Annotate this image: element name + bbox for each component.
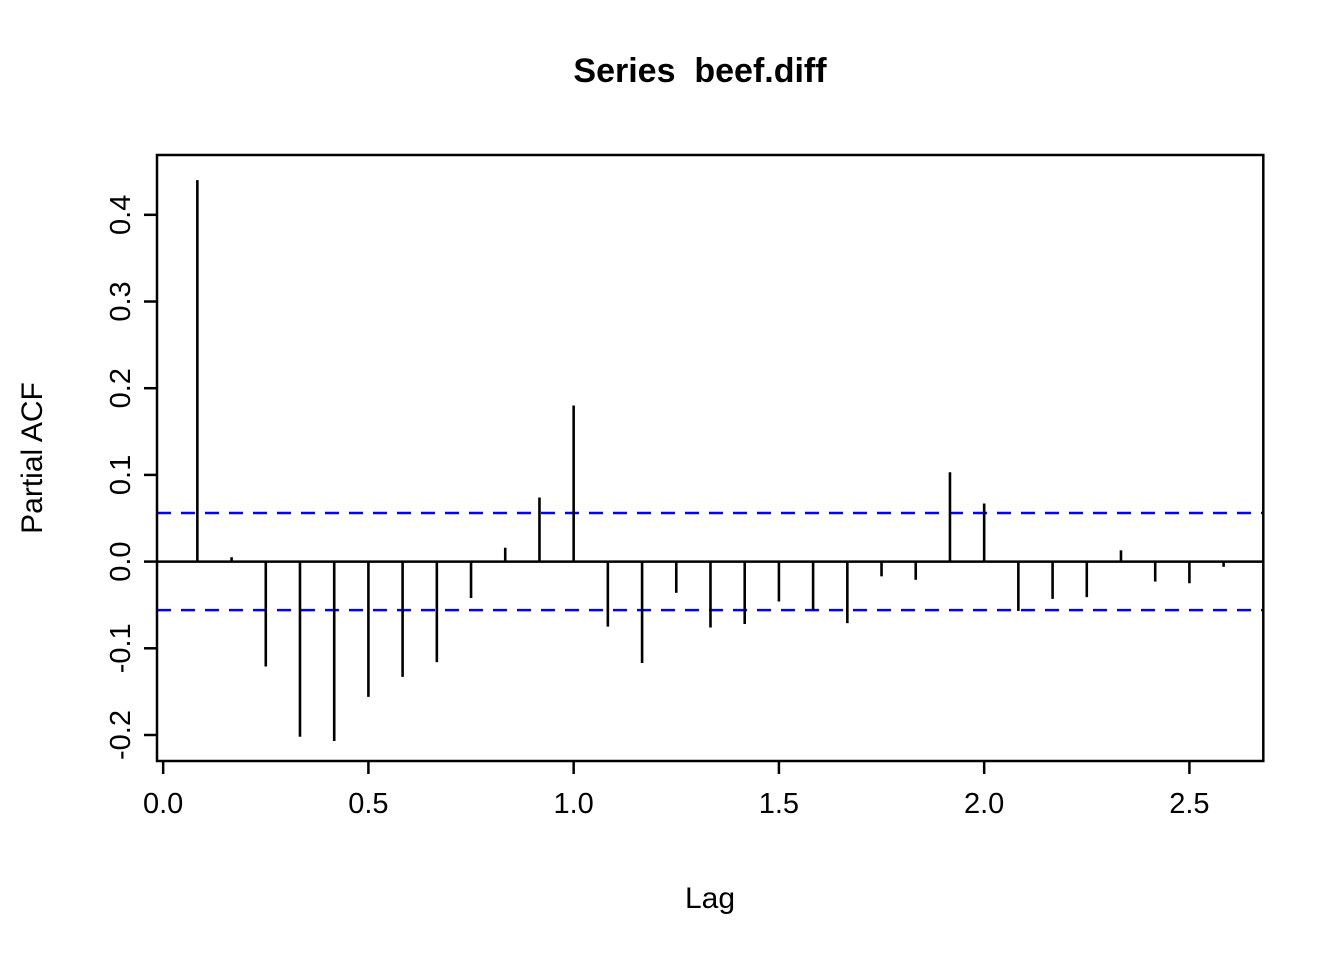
y-axis-title: Partial ACF xyxy=(16,382,49,534)
y-tick-label: 0.3 xyxy=(105,281,137,321)
x-axis: 0.0 0.5 1.0 1.5 2.0 2.5 xyxy=(143,761,1210,820)
plot-box xyxy=(155,153,1265,763)
x-tick-label: 0.5 xyxy=(348,788,388,820)
y-axis: -0.2 -0.1 0.0 0.1 0.2 0.3 0.4 xyxy=(105,195,157,760)
plot-box-border xyxy=(155,153,1265,763)
x-axis-title: Lag xyxy=(685,882,735,915)
x-tick-label: 1.0 xyxy=(553,788,593,820)
x-tick-label: 1.5 xyxy=(759,788,799,820)
y-tick-label: -0.2 xyxy=(105,710,137,760)
y-tick-label: 0.2 xyxy=(105,368,137,408)
y-tick-label: 0.4 xyxy=(105,195,137,235)
x-tick-label: 2.0 xyxy=(964,788,1004,820)
y-tick-label: -0.1 xyxy=(105,623,137,673)
y-tick-label: 0.0 xyxy=(105,541,137,581)
x-tick-label: 2.5 xyxy=(1169,788,1209,820)
x-tick-label: 0.0 xyxy=(143,788,183,820)
pacf-bars xyxy=(196,180,1225,742)
chart-title: Series beef.diff xyxy=(573,52,827,90)
y-tick-label: 0.1 xyxy=(105,455,137,495)
